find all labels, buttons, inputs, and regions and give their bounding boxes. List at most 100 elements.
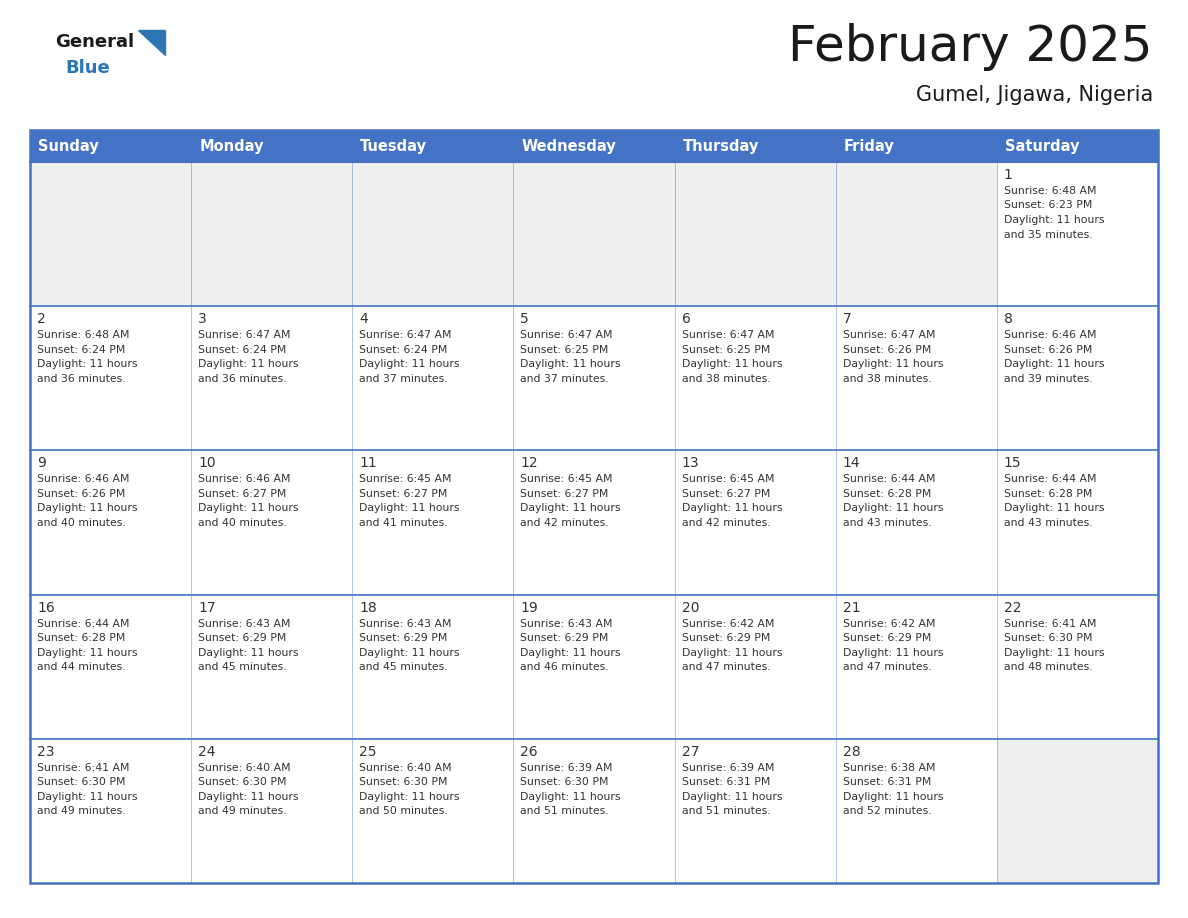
- Text: Sunset: 6:29 PM: Sunset: 6:29 PM: [198, 633, 286, 644]
- Text: and 44 minutes.: and 44 minutes.: [37, 662, 126, 672]
- Text: 9: 9: [37, 456, 46, 470]
- Text: Daylight: 11 hours: Daylight: 11 hours: [842, 647, 943, 657]
- Text: 22: 22: [1004, 600, 1022, 614]
- Text: 19: 19: [520, 600, 538, 614]
- Text: and 47 minutes.: and 47 minutes.: [682, 662, 770, 672]
- Text: Daylight: 11 hours: Daylight: 11 hours: [682, 503, 782, 513]
- Text: 8: 8: [1004, 312, 1012, 326]
- Text: Daylight: 11 hours: Daylight: 11 hours: [198, 503, 298, 513]
- Text: and 41 minutes.: and 41 minutes.: [359, 518, 448, 528]
- Text: 25: 25: [359, 744, 377, 759]
- Text: Sunrise: 6:43 AM: Sunrise: 6:43 AM: [359, 619, 451, 629]
- Bar: [513, 739, 675, 883]
- Text: 10: 10: [198, 456, 216, 470]
- Text: and 42 minutes.: and 42 minutes.: [520, 518, 609, 528]
- Text: Sunset: 6:29 PM: Sunset: 6:29 PM: [359, 633, 448, 644]
- Text: Sunset: 6:31 PM: Sunset: 6:31 PM: [682, 778, 770, 788]
- Bar: [191, 307, 353, 451]
- Text: Sunset: 6:25 PM: Sunset: 6:25 PM: [682, 344, 770, 354]
- Bar: [675, 451, 835, 595]
- Text: Daylight: 11 hours: Daylight: 11 hours: [359, 503, 460, 513]
- Text: and 45 minutes.: and 45 minutes.: [198, 662, 286, 672]
- Text: Daylight: 11 hours: Daylight: 11 hours: [37, 647, 138, 657]
- Bar: [30, 130, 1158, 883]
- Text: Sunset: 6:28 PM: Sunset: 6:28 PM: [1004, 489, 1092, 498]
- Text: and 52 minutes.: and 52 minutes.: [842, 806, 931, 816]
- Text: and 37 minutes.: and 37 minutes.: [520, 374, 609, 384]
- Text: Sunset: 6:29 PM: Sunset: 6:29 PM: [682, 633, 770, 644]
- Text: Sunset: 6:25 PM: Sunset: 6:25 PM: [520, 344, 608, 354]
- Text: Daylight: 11 hours: Daylight: 11 hours: [359, 647, 460, 657]
- Bar: [191, 162, 353, 307]
- Text: Sunrise: 6:39 AM: Sunrise: 6:39 AM: [520, 763, 613, 773]
- Bar: [835, 162, 997, 307]
- Bar: [30, 595, 191, 739]
- Text: 1: 1: [1004, 168, 1012, 182]
- Text: Sunset: 6:27 PM: Sunset: 6:27 PM: [198, 489, 286, 498]
- Text: Daylight: 11 hours: Daylight: 11 hours: [682, 359, 782, 369]
- Text: 14: 14: [842, 456, 860, 470]
- Text: February 2025: February 2025: [789, 23, 1154, 71]
- Text: Daylight: 11 hours: Daylight: 11 hours: [359, 792, 460, 801]
- Text: Sunset: 6:30 PM: Sunset: 6:30 PM: [37, 778, 126, 788]
- Text: Sunset: 6:27 PM: Sunset: 6:27 PM: [359, 489, 448, 498]
- Bar: [513, 162, 675, 307]
- Text: and 43 minutes.: and 43 minutes.: [1004, 518, 1093, 528]
- Text: and 38 minutes.: and 38 minutes.: [842, 374, 931, 384]
- Text: Daylight: 11 hours: Daylight: 11 hours: [359, 359, 460, 369]
- Text: and 40 minutes.: and 40 minutes.: [198, 518, 286, 528]
- Text: 21: 21: [842, 600, 860, 614]
- Text: Sunday: Sunday: [38, 139, 99, 153]
- Text: and 42 minutes.: and 42 minutes.: [682, 518, 770, 528]
- Text: Sunset: 6:24 PM: Sunset: 6:24 PM: [198, 344, 286, 354]
- Text: Blue: Blue: [65, 59, 109, 77]
- Text: Sunset: 6:24 PM: Sunset: 6:24 PM: [359, 344, 448, 354]
- Text: Sunrise: 6:42 AM: Sunrise: 6:42 AM: [842, 619, 935, 629]
- Text: Sunrise: 6:43 AM: Sunrise: 6:43 AM: [520, 619, 613, 629]
- Text: Daylight: 11 hours: Daylight: 11 hours: [520, 503, 621, 513]
- Text: Sunset: 6:30 PM: Sunset: 6:30 PM: [1004, 633, 1092, 644]
- Text: 3: 3: [198, 312, 207, 326]
- Text: 17: 17: [198, 600, 216, 614]
- Text: Daylight: 11 hours: Daylight: 11 hours: [842, 359, 943, 369]
- Text: Sunset: 6:28 PM: Sunset: 6:28 PM: [842, 489, 931, 498]
- Text: and 47 minutes.: and 47 minutes.: [842, 662, 931, 672]
- Text: Sunset: 6:26 PM: Sunset: 6:26 PM: [1004, 344, 1092, 354]
- Polygon shape: [138, 30, 165, 55]
- Bar: [835, 595, 997, 739]
- Bar: [353, 162, 513, 307]
- Text: Sunrise: 6:48 AM: Sunrise: 6:48 AM: [1004, 186, 1097, 196]
- Text: and 49 minutes.: and 49 minutes.: [37, 806, 126, 816]
- Text: Sunrise: 6:43 AM: Sunrise: 6:43 AM: [198, 619, 291, 629]
- Text: Gumel, Jigawa, Nigeria: Gumel, Jigawa, Nigeria: [916, 85, 1154, 105]
- Text: Sunset: 6:29 PM: Sunset: 6:29 PM: [520, 633, 608, 644]
- Text: Daylight: 11 hours: Daylight: 11 hours: [520, 792, 621, 801]
- Text: Sunrise: 6:45 AM: Sunrise: 6:45 AM: [359, 475, 451, 485]
- Text: 7: 7: [842, 312, 852, 326]
- Bar: [997, 307, 1158, 451]
- Text: 24: 24: [198, 744, 216, 759]
- Text: Tuesday: Tuesday: [360, 139, 428, 153]
- Text: Sunset: 6:28 PM: Sunset: 6:28 PM: [37, 633, 126, 644]
- Text: Daylight: 11 hours: Daylight: 11 hours: [842, 503, 943, 513]
- Text: Sunrise: 6:47 AM: Sunrise: 6:47 AM: [842, 330, 935, 341]
- Text: Sunrise: 6:40 AM: Sunrise: 6:40 AM: [198, 763, 291, 773]
- Text: 23: 23: [37, 744, 55, 759]
- Bar: [675, 595, 835, 739]
- Text: 4: 4: [359, 312, 368, 326]
- Text: and 45 minutes.: and 45 minutes.: [359, 662, 448, 672]
- Text: Daylight: 11 hours: Daylight: 11 hours: [198, 647, 298, 657]
- Bar: [835, 307, 997, 451]
- Text: and 36 minutes.: and 36 minutes.: [37, 374, 126, 384]
- Text: 27: 27: [682, 744, 699, 759]
- Text: and 48 minutes.: and 48 minutes.: [1004, 662, 1093, 672]
- Text: Sunset: 6:30 PM: Sunset: 6:30 PM: [520, 778, 609, 788]
- Text: Daylight: 11 hours: Daylight: 11 hours: [682, 792, 782, 801]
- Text: Daylight: 11 hours: Daylight: 11 hours: [520, 647, 621, 657]
- Bar: [353, 739, 513, 883]
- Text: and 49 minutes.: and 49 minutes.: [198, 806, 286, 816]
- Text: Sunset: 6:29 PM: Sunset: 6:29 PM: [842, 633, 931, 644]
- Text: and 40 minutes.: and 40 minutes.: [37, 518, 126, 528]
- Text: Sunset: 6:23 PM: Sunset: 6:23 PM: [1004, 200, 1092, 210]
- Bar: [30, 739, 191, 883]
